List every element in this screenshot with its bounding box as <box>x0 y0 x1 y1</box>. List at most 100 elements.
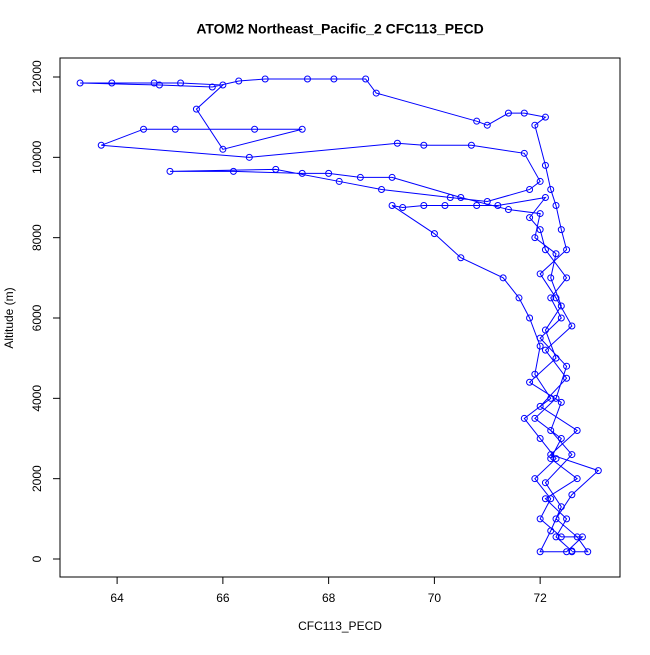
data-point <box>557 314 565 322</box>
data-point <box>388 202 396 210</box>
data-point <box>457 254 465 262</box>
x-tick-label: 70 <box>428 591 442 605</box>
data-point <box>563 374 571 382</box>
data-point <box>483 121 491 129</box>
data-point <box>541 326 549 334</box>
data-point <box>541 113 549 121</box>
data-point <box>494 202 502 210</box>
data-point <box>504 109 512 117</box>
data-point <box>557 503 565 511</box>
data-point <box>541 194 549 202</box>
data-point <box>483 198 491 206</box>
data-point <box>557 226 565 234</box>
data-point <box>526 185 534 193</box>
data-point <box>177 79 185 87</box>
data-point <box>272 165 280 173</box>
data-point <box>547 294 555 302</box>
data-point <box>97 141 105 149</box>
data-point <box>563 274 571 282</box>
data-point <box>446 194 454 202</box>
plot-frame <box>59 57 621 578</box>
data-point <box>430 230 438 238</box>
data-point <box>399 204 407 212</box>
data-point <box>536 226 544 234</box>
data-point <box>552 533 560 541</box>
data-point <box>557 435 565 443</box>
data-point <box>441 202 449 210</box>
data-point <box>362 75 370 83</box>
y-tick-label: 0 <box>30 555 44 562</box>
data-point <box>166 167 174 175</box>
data-point <box>536 402 544 410</box>
data-point <box>541 246 549 254</box>
y-tick-label: 8000 <box>30 224 44 251</box>
x-tick-label: 68 <box>322 591 336 605</box>
y-tick-label: 10000 <box>30 140 44 174</box>
data-point <box>155 81 163 89</box>
data-point <box>499 274 507 282</box>
data-point <box>557 533 565 541</box>
data-point <box>531 370 539 378</box>
data-point <box>536 210 544 218</box>
data-point <box>552 354 560 362</box>
data-point <box>526 214 534 222</box>
data-point <box>245 153 253 161</box>
data-point <box>219 145 227 153</box>
x-tick-label: 66 <box>216 591 230 605</box>
data-point <box>552 515 560 523</box>
data-point <box>330 75 338 83</box>
data-point <box>547 495 555 503</box>
y-tick-label: 12000 <box>30 60 44 94</box>
data-point <box>235 77 243 85</box>
data-point <box>568 491 576 499</box>
data-point <box>547 451 555 459</box>
data-point <box>420 202 428 210</box>
data-point <box>547 455 555 463</box>
data-point <box>531 121 539 129</box>
data-point <box>547 527 555 535</box>
y-axis-label: Altitude (m) <box>2 287 16 348</box>
data-point <box>298 125 306 133</box>
data-point <box>563 362 571 370</box>
data-point <box>547 185 555 193</box>
data-point <box>229 167 237 175</box>
y-tick-label: 4000 <box>30 385 44 412</box>
data-point <box>473 202 481 210</box>
data-point <box>298 169 306 177</box>
data-point <box>303 75 311 83</box>
x-tick-label: 72 <box>533 591 547 605</box>
data-point <box>541 346 549 354</box>
data-point <box>372 89 380 97</box>
data-point <box>573 533 581 541</box>
data-point <box>378 185 386 193</box>
data-line <box>80 78 600 553</box>
data-point <box>541 479 549 487</box>
data-point <box>541 161 549 169</box>
data-point <box>563 246 571 254</box>
data-point <box>547 274 555 282</box>
chart-title: ATOM2 Northeast_Pacific_2 CFC113_PECD <box>196 21 483 37</box>
data-point <box>552 394 560 402</box>
data-point <box>467 141 475 149</box>
data-point <box>520 109 528 117</box>
y-tick-label: 6000 <box>30 304 44 331</box>
data-point <box>563 548 571 556</box>
data-point <box>547 426 555 434</box>
data-point <box>457 194 465 202</box>
data-point <box>325 169 333 177</box>
data-point <box>536 177 544 185</box>
data-point <box>504 206 512 214</box>
data-point <box>552 202 560 210</box>
data-point <box>76 79 84 87</box>
data-point <box>219 81 227 89</box>
data-point <box>547 394 555 402</box>
data-point <box>388 173 396 181</box>
data-point <box>536 270 544 278</box>
data-point <box>552 455 560 463</box>
data-point <box>108 79 116 87</box>
y-tick-label: 2000 <box>30 465 44 492</box>
data-point <box>356 173 364 181</box>
x-axis-label: CFC113_PECD <box>298 619 382 633</box>
data-point <box>573 475 581 483</box>
